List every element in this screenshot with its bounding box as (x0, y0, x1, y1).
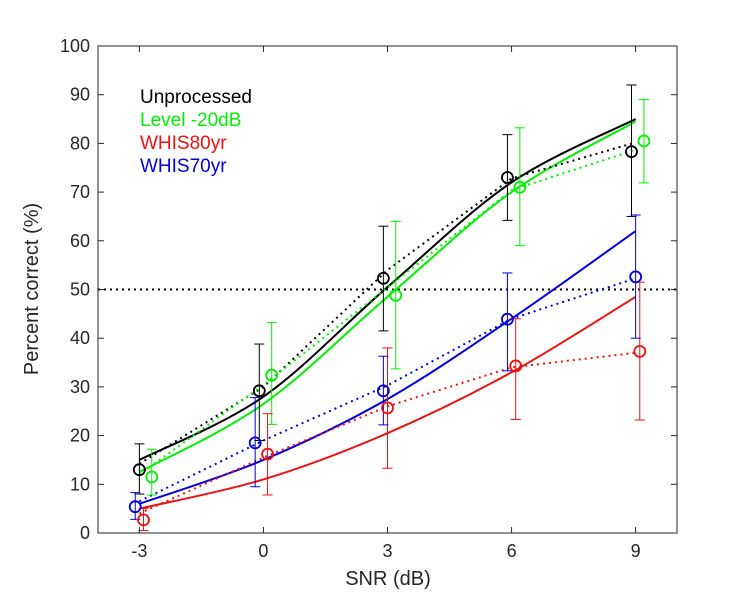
y-tick-label: 60 (70, 231, 90, 251)
data-point-whis80yr (509, 359, 523, 373)
error-bar-unprocessed (134, 443, 145, 495)
data-point-unprocessed (501, 171, 514, 184)
x-tick-label: 0 (258, 541, 268, 561)
data-point-whis70yr (376, 384, 390, 398)
x-tick-label: 6 (507, 541, 517, 561)
error-bar-level-20db (514, 127, 525, 247)
fit-curve-unprocessed (138, 118, 637, 461)
data-point-level-20db (145, 470, 159, 484)
y-tick-label: 90 (70, 85, 90, 105)
error-bar-level-20db (390, 220, 401, 370)
x-tick-label: 3 (382, 541, 392, 561)
data-point-whis70yr (128, 500, 142, 514)
data-point-layer (128, 134, 651, 527)
error-bar-whis80yr (382, 347, 393, 469)
y-tick-label: 80 (70, 133, 90, 153)
data-point-level-20db (637, 134, 651, 148)
y-tick-label: 20 (70, 426, 90, 446)
fit-curve-level-20db (138, 120, 637, 474)
y-tick-label: 10 (70, 474, 90, 494)
legend-entry-whis80yr: WHIS80yr (140, 133, 227, 154)
x-tick-label: -3 (131, 541, 147, 561)
data-point-unprocessed (252, 384, 266, 398)
data-point-unprocessed (132, 463, 146, 477)
trend-line-unprocessed (138, 141, 636, 465)
error-bar-unprocessed (502, 134, 513, 221)
y-tick-label: 0 (80, 523, 90, 543)
x-axis-label: SNR (dB) (345, 568, 431, 590)
axes (97, 45, 678, 534)
error-bar-whis70yr (502, 272, 513, 372)
error-bar-whis70yr (250, 397, 261, 488)
legend-entry-unprocessed: Unprocessed (140, 87, 252, 108)
data-point-whis80yr (137, 513, 150, 527)
data-point-unprocessed (625, 145, 638, 159)
error-bar-level-20db (266, 322, 277, 425)
data-point-whis80yr (633, 344, 647, 358)
error-bar-whis80yr (262, 413, 273, 496)
error-bar-unprocessed (378, 225, 389, 332)
y-tick-label: 50 (70, 280, 90, 300)
data-point-unprocessed (376, 271, 390, 285)
error-bar-whis70yr (630, 214, 641, 339)
x-tick-label: 9 (631, 541, 641, 561)
data-point-whis80yr (381, 401, 394, 415)
y-tick-label: 70 (70, 182, 90, 202)
legend-entry-whis70yr: WHIS70yr (140, 156, 227, 177)
y-tick-label: 30 (70, 377, 90, 397)
data-point-whis70yr (629, 270, 643, 284)
data-point-level-20db (265, 368, 279, 382)
data-point-level-20db (513, 180, 527, 194)
data-point-level-20db (389, 288, 403, 302)
trend-line-level-20db (138, 148, 636, 476)
legend-entry-level-20db: Level -20dB (140, 110, 241, 131)
y-axis-label: Percent correct (%) (21, 203, 43, 375)
data-point-whis70yr (248, 436, 262, 450)
data-point-whis70yr (501, 312, 514, 326)
error-bar-whis70yr (378, 355, 389, 426)
error-bar-level-20db (638, 99, 649, 184)
data-point-whis80yr (261, 447, 274, 461)
error-bar-unprocessed (626, 84, 637, 217)
y-tick-label: 100 (60, 36, 90, 56)
y-tick-label: 40 (70, 328, 90, 348)
